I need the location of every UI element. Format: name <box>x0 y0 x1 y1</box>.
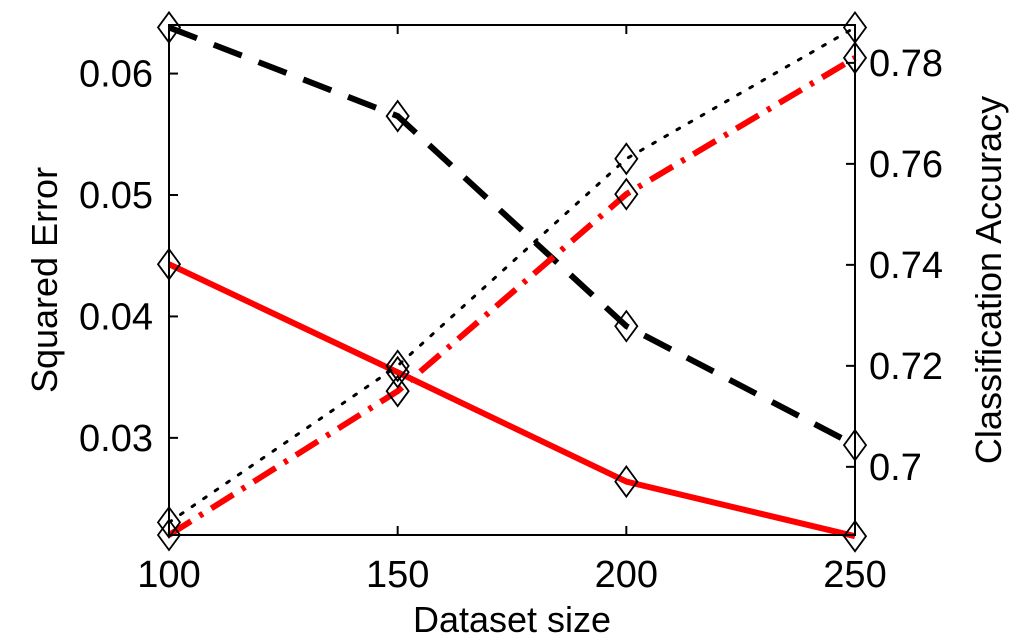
x-tick-label-3: 250 <box>823 554 886 596</box>
series-line-2 <box>167 26 857 524</box>
series-2-marker-0 <box>156 505 182 539</box>
series-layer <box>167 24 857 540</box>
left-tick-label-1: 0.04 <box>79 296 153 338</box>
series-1-marker-1 <box>385 355 410 389</box>
label-layer: 100 150 200 250 0.03 0.04 0.05 0.06 0.7 0.72 0.74 0… <box>79 43 943 596</box>
right-tick-label-1: 0.72 <box>869 346 943 388</box>
series-3-marker-0 <box>156 518 182 552</box>
series-1-marker-3 <box>842 519 868 553</box>
x-tick-label-0: 100 <box>137 554 200 596</box>
series-1-marker-2 <box>614 465 639 499</box>
series-0-marker-1 <box>385 99 410 133</box>
series-line-0 <box>167 24 857 448</box>
series-3-marker-1 <box>385 374 410 408</box>
series-line-3 <box>167 55 857 538</box>
plot-frame <box>168 24 856 536</box>
left-tick-label-2: 0.05 <box>79 175 153 217</box>
right-tick-label-0: 0.7 <box>869 447 922 489</box>
right-tick-label-2: 0.74 <box>869 245 943 287</box>
x-axis-title: Dataset size <box>413 599 611 640</box>
left-tick-label-0: 0.03 <box>79 418 153 460</box>
x-tick-label-1: 150 <box>366 554 429 596</box>
right-tick-label-3: 0.76 <box>869 144 943 186</box>
x-tick-label-2: 200 <box>595 554 658 596</box>
right-tick-label-4: 0.78 <box>869 43 943 85</box>
left-axis-title: Squared Error <box>24 167 65 393</box>
right-axis-title: Classification Accuracy <box>968 96 1009 464</box>
series-2-marker-1 <box>385 349 410 383</box>
series-0-marker-2 <box>614 309 639 343</box>
tick-layer <box>168 25 856 535</box>
series-2-marker-2 <box>614 142 639 176</box>
marker-layer <box>156 10 868 553</box>
series-3-marker-2 <box>614 177 639 211</box>
left-tick-label-3: 0.06 <box>79 54 153 96</box>
series-line-1 <box>167 261 856 540</box>
